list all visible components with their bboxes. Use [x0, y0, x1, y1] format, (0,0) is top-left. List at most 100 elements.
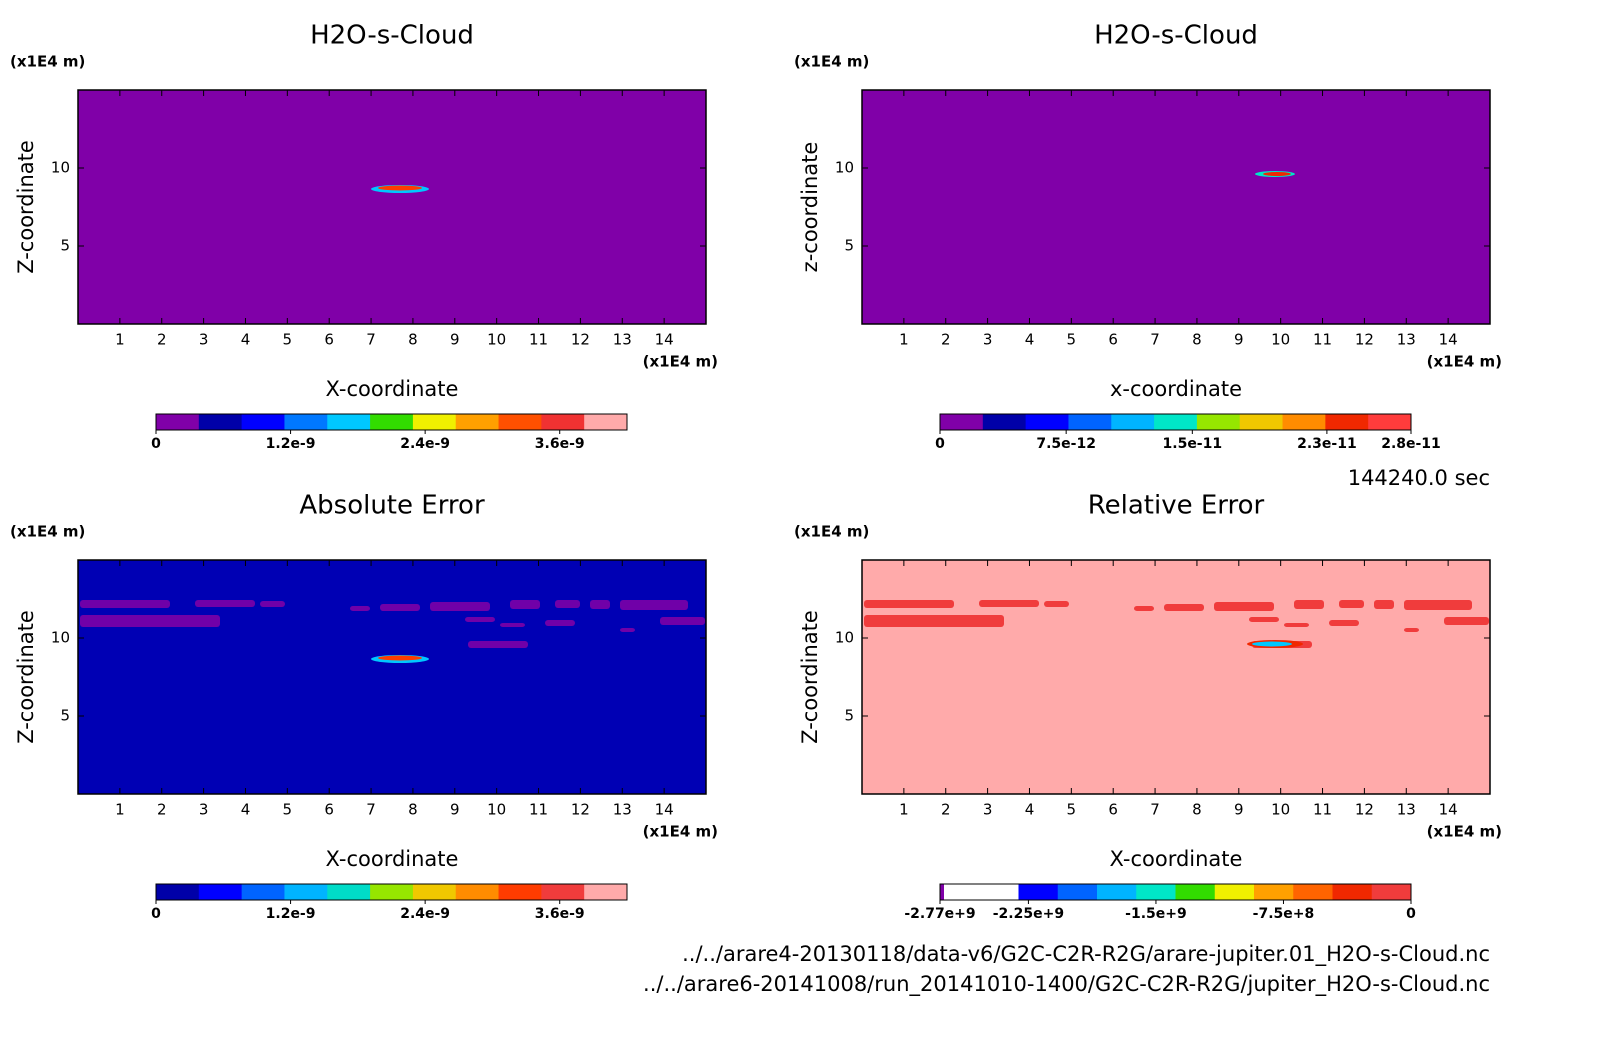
colorbar-segment — [1097, 884, 1137, 900]
contour-region — [660, 617, 705, 625]
x-tick-label: 3 — [983, 801, 993, 819]
colorbar-segment — [1057, 884, 1098, 900]
x-tick-label: 14 — [655, 331, 674, 349]
x-tick-label: 10 — [1271, 801, 1290, 819]
contour-region — [1339, 600, 1364, 608]
contour-region — [80, 615, 220, 627]
contour-region — [260, 601, 285, 607]
chart-title: H2O-s-Cloud — [1094, 21, 1258, 51]
x-tick-label: 11 — [529, 801, 548, 819]
contour-region — [1374, 600, 1394, 609]
chart-title: H2O-s-Cloud — [310, 21, 474, 51]
contour-region — [500, 623, 525, 627]
file-path: ../../arare6-20141008/run_20141010-1400/… — [643, 972, 1490, 997]
x-tick-label: 4 — [1025, 331, 1035, 349]
colorbar-segment — [541, 884, 585, 900]
x-tick-label: 14 — [1439, 801, 1458, 819]
x-tick-label: 3 — [199, 331, 209, 349]
y-tick-label: 5 — [60, 237, 70, 255]
x-tick-label: 1 — [115, 331, 125, 349]
contour-region — [510, 600, 540, 609]
x-tick-label: 5 — [283, 331, 293, 349]
contour-region — [1404, 628, 1419, 632]
colorbar-segment — [284, 884, 328, 900]
colorbar-tick-label: -7.5e+8 — [1253, 906, 1315, 922]
x-unit: (x1E4 m) — [1427, 353, 1502, 371]
x-axis-label: x-coordinate — [1110, 377, 1242, 401]
x-unit: (x1E4 m) — [1427, 823, 1502, 841]
colorbar-segment — [327, 884, 371, 900]
x-tick-label: 6 — [324, 331, 334, 349]
contour-field — [78, 90, 706, 324]
contour-region — [195, 600, 255, 607]
x-tick-label: 6 — [1108, 801, 1118, 819]
y-tick-label: 5 — [844, 707, 854, 725]
x-tick-label: 3 — [983, 331, 993, 349]
x-tick-label: 10 — [487, 801, 506, 819]
contour-region — [1252, 641, 1292, 647]
contour-region — [378, 185, 422, 191]
x-tick-label: 7 — [1150, 801, 1160, 819]
colorbar-tick-label: 0 — [1406, 906, 1416, 922]
colorbar-tick-label: 2.3e-11 — [1297, 436, 1357, 452]
colorbar-segment — [327, 414, 371, 430]
x-tick-label: 9 — [450, 801, 460, 819]
colorbar-tick-label: 1.2e-9 — [266, 906, 316, 922]
contour-region — [350, 606, 370, 611]
colorbar-tick-label: 0 — [151, 906, 161, 922]
colorbar-segment — [1282, 414, 1326, 430]
contour-region — [864, 600, 954, 608]
contour-region — [979, 600, 1039, 607]
y-tick-label: 10 — [835, 629, 854, 647]
colorbar-tick-label: -2.77e+9 — [904, 906, 975, 922]
contour-region — [1249, 617, 1279, 622]
chart-title: Relative Error — [1088, 491, 1265, 521]
colorbar-segment — [370, 884, 414, 900]
colorbar-tick-label: 2.4e-9 — [400, 436, 450, 452]
x-tick-label: 11 — [1313, 801, 1332, 819]
colorbar-segment — [1175, 884, 1216, 900]
colorbar-segment — [284, 414, 328, 430]
x-tick-label: 13 — [1397, 331, 1416, 349]
y-tick-label: 5 — [844, 237, 854, 255]
contour-region — [378, 655, 422, 661]
colorbar-frame — [155, 413, 628, 431]
x-tick-label: 12 — [571, 801, 590, 819]
x-tick-label: 9 — [450, 331, 460, 349]
contour-region — [620, 628, 635, 632]
colorbar-segment — [1196, 414, 1241, 430]
contour-region — [380, 604, 420, 611]
chart-title: Absolute Error — [299, 491, 485, 521]
colorbar-segment — [1293, 884, 1333, 900]
y-tick-label: 10 — [51, 629, 70, 647]
x-tick-label: 1 — [899, 331, 909, 349]
x-axis-label: X-coordinate — [1110, 847, 1243, 871]
x-tick-label: 5 — [1067, 801, 1077, 819]
colorbar-segment — [412, 414, 457, 430]
x-tick-label: 13 — [613, 801, 632, 819]
y-axis-label: Z-coordinate — [14, 140, 38, 274]
contour-region — [864, 615, 1004, 627]
contour-region — [1329, 620, 1359, 626]
x-tick-label: 10 — [1271, 331, 1290, 349]
colorbar-tick-label: 2.8e-11 — [1381, 436, 1441, 452]
x-tick-label: 14 — [655, 801, 674, 819]
time-label: 144240.0 sec — [1348, 466, 1490, 490]
contour-region — [1404, 600, 1472, 610]
x-unit: (x1E4 m) — [643, 823, 718, 841]
y-unit: (x1E4 m) — [794, 523, 869, 541]
colorbar-segment — [1332, 884, 1373, 900]
x-tick-label: 3 — [199, 801, 209, 819]
x-tick-label: 4 — [241, 801, 251, 819]
x-tick-label: 9 — [1234, 331, 1244, 349]
contour-region — [590, 600, 610, 609]
x-tick-label: 7 — [366, 801, 376, 819]
contour-region — [430, 602, 490, 611]
colorbar-segment — [1368, 414, 1412, 430]
colorbar-segment — [1136, 884, 1176, 900]
colorbar-tick-label: 3.6e-9 — [535, 906, 585, 922]
y-unit: (x1E4 m) — [794, 53, 869, 71]
x-tick-label: 6 — [324, 801, 334, 819]
colorbar-segment — [241, 414, 285, 430]
